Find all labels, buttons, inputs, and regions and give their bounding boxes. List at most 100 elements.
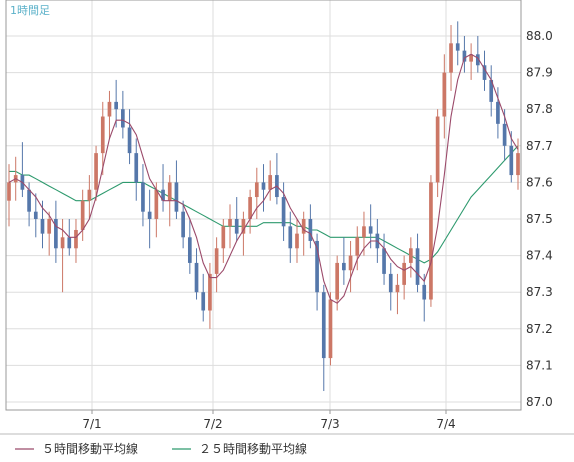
candle	[221, 219, 226, 263]
candle	[114, 79, 118, 128]
candle	[33, 193, 38, 238]
candle-body	[187, 237, 192, 263]
y-tick-label: 87.8	[526, 102, 553, 116]
candle-body	[368, 226, 373, 234]
candle	[288, 211, 293, 263]
candle-body	[502, 123, 507, 146]
candle	[60, 219, 65, 293]
candle-body	[482, 65, 487, 80]
x-axis-ticks: 7/1 7/2 7/3 7/4	[82, 410, 456, 431]
candle-body	[27, 189, 31, 212]
candle-body	[94, 153, 98, 190]
candle-body	[154, 189, 159, 219]
y-tick-label: 87.3	[526, 285, 553, 299]
candle	[7, 164, 11, 227]
candle	[435, 109, 440, 198]
candle	[54, 200, 58, 263]
candle	[47, 211, 52, 256]
plot-border	[5, 0, 522, 411]
candle	[402, 255, 406, 300]
x-tick-label: 7/1	[82, 417, 101, 431]
candle	[181, 200, 185, 249]
candle-body	[60, 237, 65, 249]
candle-body	[496, 101, 500, 124]
candle-body	[228, 219, 232, 227]
candle	[462, 36, 467, 73]
candle	[308, 204, 313, 249]
ma25-line	[9, 145, 519, 264]
ma5-layer	[8, 53, 519, 304]
candle-body	[167, 182, 172, 201]
y-tick-label: 87.4	[526, 249, 553, 263]
candle	[194, 248, 199, 300]
candle	[496, 87, 500, 139]
chart-title: 1時間足	[10, 4, 50, 17]
candle	[187, 219, 192, 274]
x-tick-label: 7/3	[320, 417, 339, 431]
candle	[482, 50, 487, 91]
candle-body	[107, 101, 112, 117]
candle	[281, 182, 286, 241]
candle-body	[248, 197, 252, 219]
candle	[254, 167, 259, 219]
candle	[147, 189, 152, 249]
candle-body	[208, 273, 212, 311]
candle	[94, 145, 98, 201]
candle	[388, 262, 393, 311]
legend-ma25-label: ２５時間移動平均線	[199, 441, 307, 456]
candle	[348, 240, 353, 293]
candle	[328, 292, 333, 366]
candle-body	[475, 54, 480, 66]
candle	[509, 131, 514, 183]
candle-body	[402, 262, 406, 285]
candle	[134, 138, 139, 201]
candle	[261, 164, 266, 212]
candle-body	[87, 189, 92, 201]
candle-body	[395, 284, 400, 293]
candle-body	[295, 233, 299, 249]
candle	[248, 189, 252, 234]
candle-body	[261, 182, 266, 190]
candle-body	[100, 116, 105, 154]
candle-body	[127, 127, 132, 154]
candle	[489, 65, 494, 117]
candle-body	[141, 182, 145, 212]
candle	[382, 233, 386, 285]
candle	[161, 164, 165, 212]
y-tick-label: 87.7	[526, 139, 553, 153]
candle-body	[516, 153, 520, 176]
candle	[469, 43, 473, 80]
candle	[87, 175, 92, 219]
ma5-line	[8, 53, 519, 304]
candle-body	[134, 153, 139, 183]
candle	[241, 211, 246, 256]
candle-body	[382, 248, 386, 274]
candle	[228, 204, 232, 249]
legend-ma5-label: ５時間移動平均線	[42, 441, 138, 456]
candle	[74, 219, 78, 263]
candle-body	[181, 211, 185, 238]
legend: ５時間移動平均線 ２５時間移動平均線	[15, 441, 307, 456]
candle	[201, 273, 206, 322]
y-tick-label: 87.0	[526, 395, 553, 409]
candle-body	[114, 101, 118, 110]
candle-body	[74, 229, 78, 249]
candle-body	[449, 43, 453, 73]
candle-body	[268, 175, 273, 190]
candle-body	[121, 109, 125, 128]
candle-body	[342, 262, 346, 271]
candle-body	[147, 211, 152, 219]
candle	[455, 21, 460, 66]
candle	[335, 255, 340, 311]
candle	[100, 101, 105, 176]
candle	[301, 211, 306, 256]
candle	[141, 164, 145, 227]
candle-body	[388, 273, 393, 293]
candle-body	[174, 182, 179, 212]
candle-body	[308, 219, 313, 241]
candle	[295, 219, 299, 263]
candle-body	[214, 248, 219, 274]
candle	[315, 233, 319, 311]
